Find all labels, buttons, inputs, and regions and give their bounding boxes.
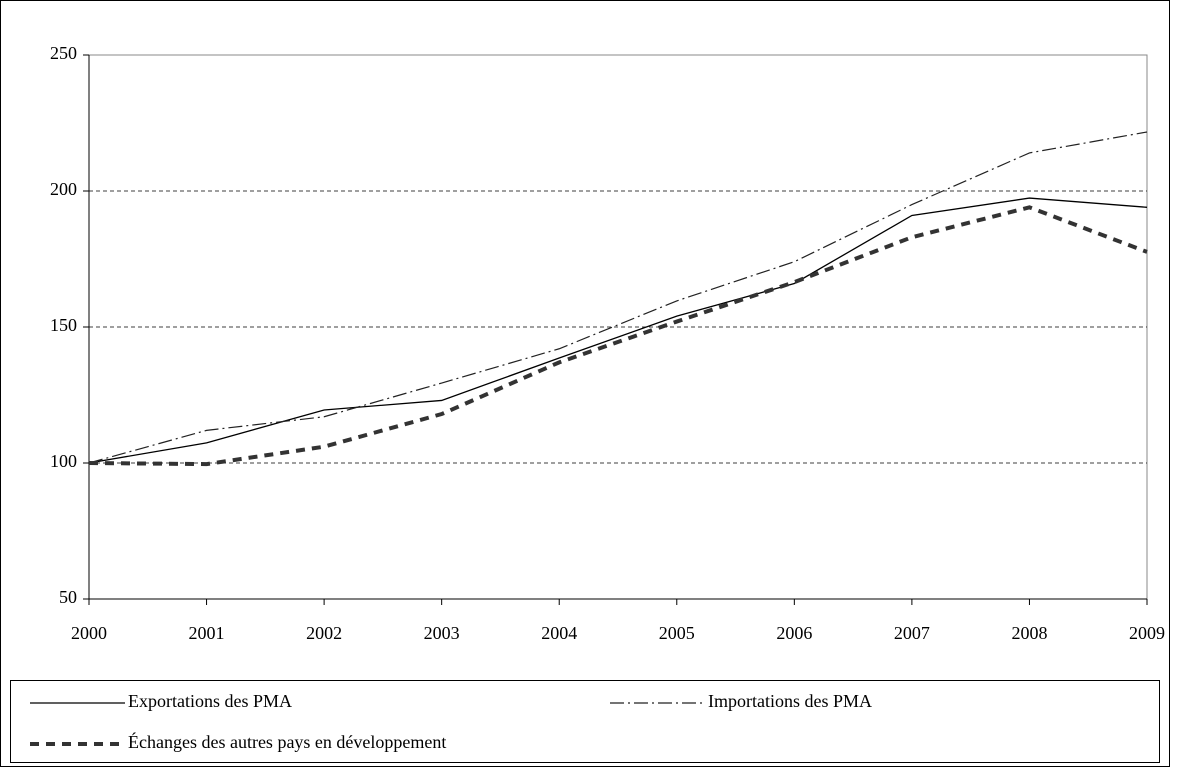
legend-label: Exportations des PMA xyxy=(128,691,292,711)
series-line xyxy=(88,131,1148,464)
x-tick-label: 2001 xyxy=(189,623,225,643)
x-tick-label: 2004 xyxy=(541,623,577,643)
legend-label: Échanges des autres pays en développemen… xyxy=(128,731,446,752)
y-tick-label: 200 xyxy=(50,179,77,199)
series-line xyxy=(88,205,1148,467)
x-tick-label: 2007 xyxy=(894,623,930,643)
x-tick-label: 2009 xyxy=(1129,623,1165,643)
legend-box xyxy=(10,680,1160,763)
x-tick-label: 2006 xyxy=(776,623,812,643)
x-tick-label: 2000 xyxy=(71,623,107,643)
y-tick-label: 100 xyxy=(50,451,77,471)
x-tick-label: 2003 xyxy=(424,623,460,643)
x-tick-label: 2002 xyxy=(306,623,342,643)
x-tick-label: 2005 xyxy=(659,623,695,643)
series-line xyxy=(88,197,1148,464)
y-tick-label: 50 xyxy=(59,587,77,607)
x-tick-label: 2008 xyxy=(1011,623,1047,643)
legend-label: Importations des PMA xyxy=(708,691,872,711)
y-tick-label: 150 xyxy=(50,315,77,335)
y-tick-label: 250 xyxy=(50,43,77,63)
